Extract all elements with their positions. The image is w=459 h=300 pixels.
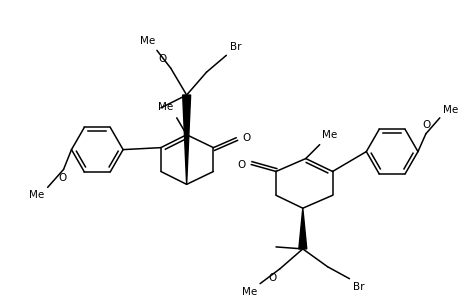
Text: Br: Br xyxy=(353,282,364,292)
Text: O: O xyxy=(422,120,430,130)
Text: Me: Me xyxy=(29,190,45,200)
Text: Me: Me xyxy=(158,102,174,112)
Text: Me: Me xyxy=(442,105,457,115)
Text: Me: Me xyxy=(241,286,257,297)
Text: O: O xyxy=(58,173,67,183)
Text: O: O xyxy=(236,160,245,170)
Text: Br: Br xyxy=(230,42,241,52)
Polygon shape xyxy=(182,95,190,184)
Text: O: O xyxy=(158,54,167,64)
Text: Me: Me xyxy=(321,130,336,140)
Text: O: O xyxy=(268,273,276,283)
Text: Me: Me xyxy=(140,36,155,46)
Text: O: O xyxy=(242,133,250,143)
Polygon shape xyxy=(298,208,306,249)
